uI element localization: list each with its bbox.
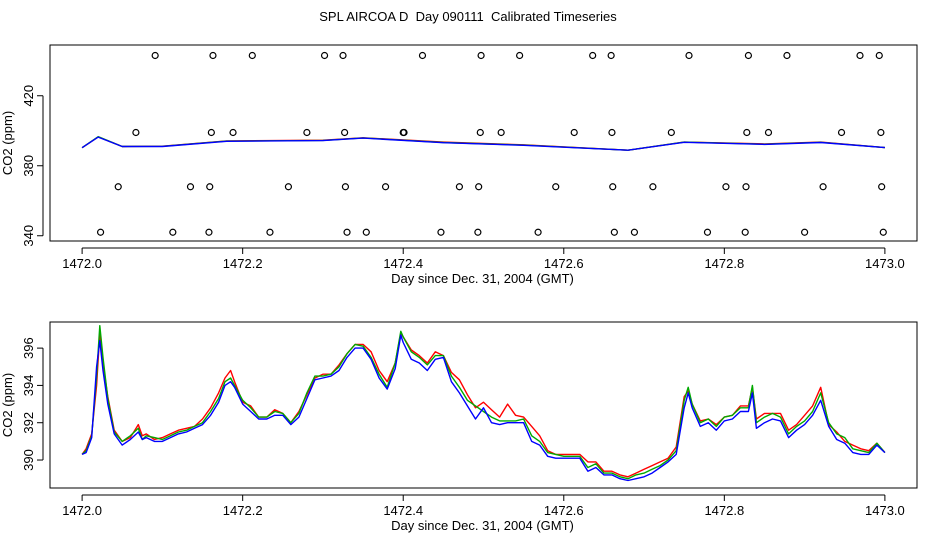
panel2-x-tick-label: 1472.0 [62, 503, 102, 518]
panel1-point [151, 51, 159, 60]
panel1-frame [49, 44, 918, 242]
panel1-point [764, 128, 773, 137]
panel1-point [608, 128, 616, 137]
panel1-point [856, 51, 864, 60]
panel1-series-blue [81, 136, 885, 151]
panel1-point [667, 128, 675, 137]
panel1-point [341, 183, 350, 191]
panel1-point [474, 228, 482, 236]
panel1-x-tick-label: 1472.4 [383, 256, 423, 271]
panel1-point [476, 128, 484, 137]
panel1-point [497, 128, 505, 137]
panel1-point [516, 51, 524, 60]
panel1-point [284, 183, 293, 191]
panel1-point [741, 228, 749, 236]
panel1-point [703, 228, 712, 236]
panel1-point [248, 51, 256, 60]
panel1-point [437, 228, 445, 236]
panel2-x-tick-label: 1472.8 [704, 503, 744, 518]
panel1-point [630, 228, 639, 236]
panel1-x-axis-label: Day since Dec. 31, 2004 (GMT) [391, 271, 574, 286]
panel1-point [169, 228, 177, 236]
panel1-point [878, 183, 886, 191]
panel1-point [400, 128, 408, 137]
panel1-point [209, 51, 217, 60]
panel1-point [607, 51, 615, 60]
panel2-x-tick-label: 1472.6 [544, 503, 584, 518]
panel1-point [320, 51, 329, 60]
panel1-point [837, 128, 846, 137]
page-title: SPL AIRCOA D Day 090111 Calibrated Times… [319, 9, 617, 24]
panel1-point [455, 183, 464, 191]
panel1-point [362, 228, 370, 236]
panel1-point [875, 51, 883, 60]
panel1-point [132, 128, 140, 137]
panel2-frame [49, 321, 918, 489]
panel2-y-tick-label: 390 [21, 449, 36, 471]
panel2-y-tick-label: 392 [21, 412, 36, 434]
panel2-series-blue [81, 334, 886, 482]
panel1-point [303, 128, 311, 137]
panel1-x-tick-label: 1472.2 [223, 256, 263, 271]
panel1-y-tick-label: 380 [21, 155, 36, 177]
panel1-point [589, 51, 597, 60]
panel2-x-tick-label: 1472.2 [223, 503, 263, 518]
panel2-x-tick-label: 1472.4 [383, 503, 423, 518]
panel1-point [418, 51, 427, 60]
panel1-point [552, 183, 560, 191]
panel1-point [801, 228, 809, 236]
panel2-x-axis-label: Day since Dec. 31, 2004 (GMT) [391, 518, 574, 533]
panel1-point [744, 51, 753, 60]
panel1-point [96, 228, 105, 236]
panel1-point [207, 128, 215, 137]
panel1-point [819, 183, 827, 191]
panel1-point [877, 128, 885, 137]
panel1-y-tick-label: 340 [21, 225, 36, 247]
panel1-point [381, 183, 390, 191]
panel1-point [570, 128, 578, 137]
panel1-point [879, 228, 887, 236]
panel1-x-tick-label: 1473.0 [865, 256, 905, 271]
panel1-point [341, 128, 349, 137]
panel2-y-tick-label: 394 [21, 375, 36, 397]
panel1-point [783, 51, 791, 60]
panel1-point [743, 128, 751, 137]
panel1-point [477, 51, 485, 60]
panel1-point [343, 228, 351, 236]
panel1-point [475, 183, 483, 191]
panel1-point [266, 228, 274, 236]
panel1-point [206, 183, 214, 191]
panel2-series-green [81, 325, 886, 480]
panel1-x-tick-label: 1472.6 [544, 256, 584, 271]
panel1-point [742, 183, 750, 191]
panel1-x-tick-label: 1472.0 [62, 256, 102, 271]
panel2-x-tick-label: 1473.0 [865, 503, 905, 518]
panel1-x-tick-label: 1472.8 [704, 256, 744, 271]
panel2-y-tick-label: 396 [21, 337, 36, 359]
panel1-point [114, 183, 122, 191]
panel1-point [609, 183, 617, 191]
panel1-point [534, 228, 542, 236]
panel2-series-red [81, 332, 886, 478]
panel1-point [649, 183, 657, 191]
panel1-point [339, 51, 347, 60]
panel2-y-axis-label: CO2 (ppm) [0, 373, 15, 437]
panel1-point [186, 183, 195, 191]
panel1-point [610, 228, 618, 236]
panel1-point [229, 128, 237, 137]
panel1-point [205, 228, 213, 236]
panel1-point [722, 183, 730, 191]
panel1-y-tick-label: 420 [21, 85, 36, 107]
panel1-y-axis-label: CO2 (ppm) [0, 111, 15, 175]
panel1-point [685, 51, 693, 60]
